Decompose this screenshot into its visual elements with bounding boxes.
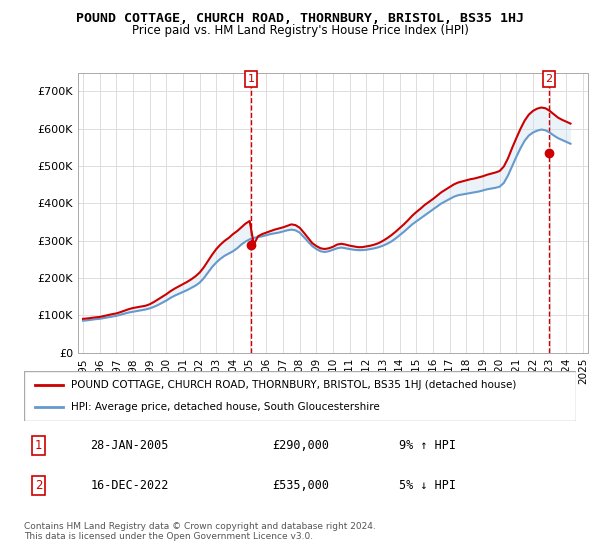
Text: Contains HM Land Registry data © Crown copyright and database right 2024.
This d: Contains HM Land Registry data © Crown c… (24, 522, 376, 542)
Text: 2: 2 (545, 74, 553, 84)
Text: 1: 1 (248, 74, 254, 84)
Text: £290,000: £290,000 (272, 440, 329, 452)
Text: POUND COTTAGE, CHURCH ROAD, THORNBURY, BRISTOL, BS35 1HJ (detached house): POUND COTTAGE, CHURCH ROAD, THORNBURY, B… (71, 380, 516, 390)
Text: HPI: Average price, detached house, South Gloucestershire: HPI: Average price, detached house, Sout… (71, 402, 380, 412)
FancyBboxPatch shape (24, 371, 576, 421)
Text: 5% ↓ HPI: 5% ↓ HPI (400, 479, 457, 492)
Text: 1: 1 (35, 440, 43, 452)
Text: 16-DEC-2022: 16-DEC-2022 (90, 479, 169, 492)
Text: 2: 2 (35, 479, 43, 492)
Text: POUND COTTAGE, CHURCH ROAD, THORNBURY, BRISTOL, BS35 1HJ: POUND COTTAGE, CHURCH ROAD, THORNBURY, B… (76, 12, 524, 25)
Text: 28-JAN-2005: 28-JAN-2005 (90, 440, 169, 452)
Text: Price paid vs. HM Land Registry's House Price Index (HPI): Price paid vs. HM Land Registry's House … (131, 24, 469, 37)
Text: £535,000: £535,000 (272, 479, 329, 492)
Text: 9% ↑ HPI: 9% ↑ HPI (400, 440, 457, 452)
